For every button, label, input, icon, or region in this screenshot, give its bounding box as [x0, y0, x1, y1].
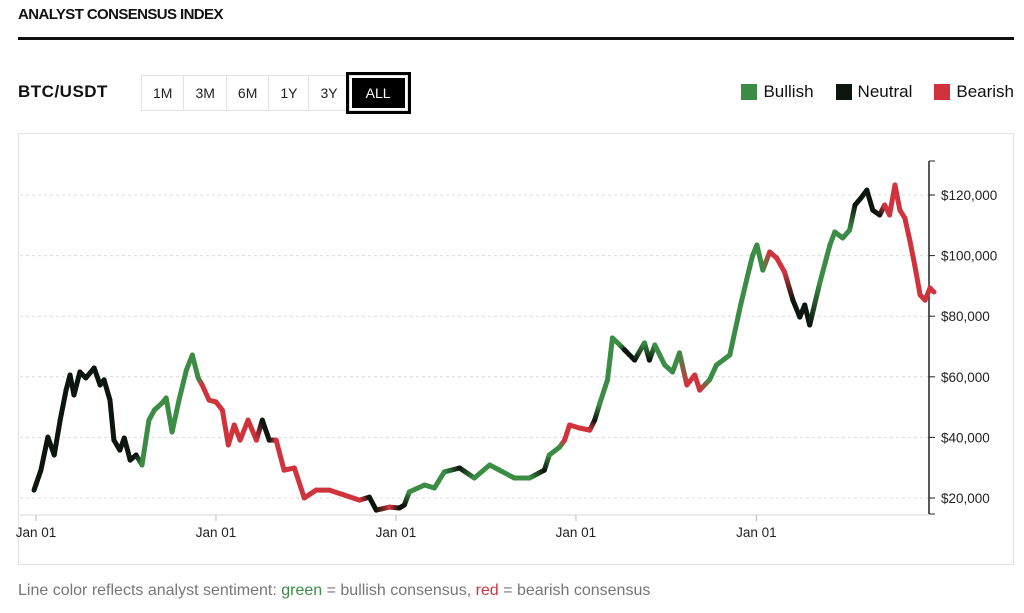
price-line-segment [259, 417, 272, 443]
price-line-segment [169, 397, 182, 435]
price-line-segment [31, 467, 44, 493]
y-tick-label: $20,000 [941, 491, 990, 506]
page-title: ANALYST CONSENSUS INDEX [18, 6, 223, 23]
price-line-segment [91, 365, 103, 388]
price-line-segment [807, 279, 823, 328]
price-line-segment [864, 187, 876, 213]
title-divider [18, 37, 1014, 40]
price-line-segment [907, 237, 918, 268]
x-tick-label: Jan 01 [556, 525, 597, 540]
footnote-text: = bearish consensus [498, 582, 651, 599]
legend-item-bullish: Bullish [741, 82, 814, 102]
legend-swatch-bearish [934, 84, 951, 100]
price-line-segment [541, 452, 552, 473]
price-line-segment [927, 285, 937, 295]
price-line-segment [273, 437, 287, 473]
price-line-segment [652, 342, 668, 368]
price-line-segment [189, 352, 201, 381]
price-line-segment [760, 249, 773, 273]
price-line-segment [71, 369, 83, 398]
price-line-segment [121, 435, 133, 463]
range-button-all[interactable]: ALL [345, 72, 411, 114]
y-tick-label: $100,000 [941, 249, 997, 264]
price-line-segment [441, 465, 463, 475]
legend-label: Neutral [857, 82, 913, 101]
footnote-red-word: red [475, 582, 499, 599]
legend-label: Bullish [763, 82, 814, 101]
chart-footnote: Line color reflects analyst sentiment: g… [18, 582, 650, 600]
price-line-segment [139, 417, 152, 468]
footnote-text: Line color reflects analyst sentiment: [18, 582, 282, 599]
price-line-segment [713, 352, 733, 368]
y-tick-label: $60,000 [941, 370, 990, 385]
pair-label: BTC/USDT [18, 82, 108, 101]
price-line-segment [101, 377, 113, 403]
price-line-segment [738, 277, 750, 308]
price-line-segment [527, 467, 547, 481]
price-line-segment [497, 467, 517, 481]
price-line-segment [847, 202, 858, 233]
range-button-3y[interactable]: 3Y [309, 76, 350, 110]
legend-item-neutral: Neutral [835, 82, 913, 102]
range-button-1y[interactable]: 1Y [269, 76, 310, 110]
price-line-segment [902, 215, 913, 243]
price-line-segment [326, 487, 347, 498]
price-line-segment [107, 397, 117, 443]
price-line-segment [291, 465, 307, 501]
price-line-segment [406, 482, 428, 495]
range-button-6m[interactable]: 6M [226, 76, 270, 110]
price-line-segment [744, 253, 755, 283]
footnote-text: = bullish consensus, [322, 582, 476, 599]
range-button-1m[interactable]: 1M [142, 76, 185, 110]
price-line-segment [727, 302, 744, 358]
y-tick-label: $120,000 [941, 188, 997, 203]
price-line-segment [604, 335, 615, 383]
price-line-segment [592, 401, 603, 423]
price-line-segment [817, 242, 833, 285]
price-line-segment [38, 434, 51, 473]
legend: Bullish Neutral Bearish [741, 82, 1014, 102]
x-tick-label: Jan 01 [736, 525, 777, 540]
price-line-segment [237, 417, 251, 443]
x-tick-label: Jan 01 [196, 525, 237, 540]
legend-label: Bearish [956, 82, 1014, 101]
price-line-segment [341, 492, 362, 503]
price-line-segment [199, 382, 212, 403]
range-selector: 1M 3M 6M 1Y 3Y ALL [141, 72, 411, 114]
price-line-segment [57, 387, 69, 423]
price-line-segment [431, 469, 447, 491]
price-line-segment [892, 182, 903, 213]
range-button-3m[interactable]: 3M [184, 76, 227, 110]
price-line-segment [51, 417, 63, 458]
footnote-green-word: green [281, 582, 323, 599]
legend-swatch-bullish [741, 84, 758, 100]
legend-swatch-neutral [835, 84, 852, 100]
y-tick-label: $40,000 [941, 430, 990, 445]
x-tick-label: Jan 01 [376, 525, 417, 540]
price-line-segment [457, 465, 477, 481]
price-line-segment [219, 407, 231, 448]
price-line-segment [676, 350, 690, 388]
price-line-segment [176, 367, 189, 403]
price-line-segment [597, 377, 610, 407]
price-line-segment [707, 362, 719, 383]
price-line-segment [562, 422, 573, 443]
price-line-segment [782, 269, 796, 303]
legend-item-bearish: Bearish [934, 82, 1014, 102]
price-line-segment [912, 262, 923, 298]
price-line-segment [774, 255, 788, 275]
price-line-segment [471, 462, 493, 481]
y-tick-label: $80,000 [941, 309, 990, 324]
x-tick-label: Jan 01 [16, 525, 57, 540]
chart-container [18, 133, 1014, 565]
